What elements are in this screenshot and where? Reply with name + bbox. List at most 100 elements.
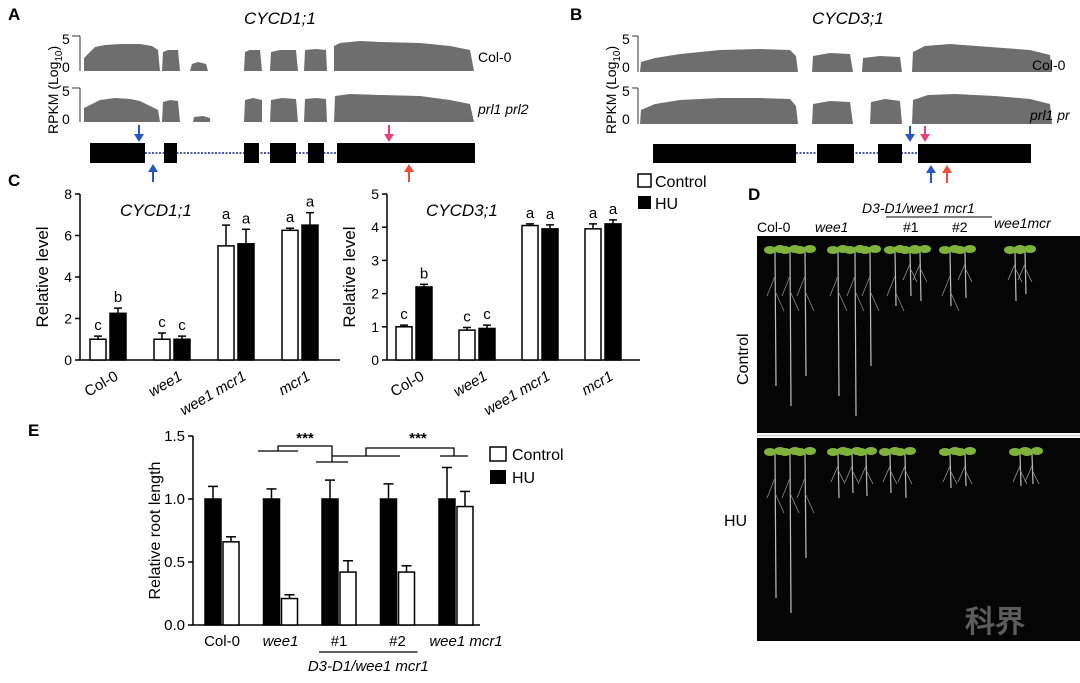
legend-e-hu-swatch (490, 470, 506, 484)
significance-stars: *** (296, 430, 314, 447)
bar (521, 224, 539, 361)
cotyledon (794, 246, 806, 254)
lateral-root (894, 290, 905, 312)
bar (204, 498, 222, 626)
y-tick-label: 4 (64, 269, 72, 285)
lateral-root (789, 492, 800, 514)
lateral-root (912, 263, 921, 281)
legend-control-label: Control (655, 174, 707, 191)
root (774, 251, 777, 387)
root (964, 251, 967, 299)
lateral-root (865, 469, 874, 485)
lateral-root (1007, 263, 1016, 281)
panel-d-row-hu: HU (724, 513, 747, 530)
x-tick-label: Col-0 (388, 368, 428, 401)
panel-b-exon (653, 144, 796, 163)
cotyledon (899, 246, 911, 254)
lateral-root (766, 477, 776, 499)
cotyledon (1004, 246, 1016, 254)
significance-bracket (365, 447, 455, 456)
lateral-root (804, 290, 815, 312)
panel-d-col-line1: #1 (903, 219, 919, 235)
lateral-root (869, 290, 880, 312)
root (949, 251, 952, 307)
lateral-root (1019, 469, 1028, 485)
lateral-root (1031, 469, 1040, 485)
panel-b-track2-ymax: 5 (622, 83, 630, 99)
bar (478, 327, 496, 361)
y-axis-title: Relative level (33, 226, 52, 327)
panel-b-ylabel-sub: 10 (612, 50, 623, 62)
x-tick-label: wee1 mcr1 (481, 368, 553, 419)
panel-b-red-arrow-up (942, 165, 952, 183)
lateral-root (837, 290, 848, 312)
y-tick-label: 4 (371, 219, 379, 235)
lateral-root (909, 267, 918, 283)
bar (604, 223, 622, 361)
bar (397, 571, 416, 626)
lateral-root (1014, 267, 1023, 283)
cotyledon (794, 448, 806, 456)
panel-b-track2-ymin: 0 (622, 111, 630, 127)
significance-letter: b (114, 289, 122, 306)
bar (262, 498, 281, 626)
lateral-root (1024, 267, 1033, 283)
seedling-photo: 科界 (757, 236, 1080, 641)
significance-letter: c (483, 306, 491, 323)
cotyledon (779, 448, 791, 456)
y-tick-label: 1 (371, 319, 379, 335)
cotyledon (1009, 448, 1021, 456)
bar (339, 571, 357, 626)
cotyledon (855, 448, 867, 456)
lateral-root (1017, 263, 1026, 281)
panel-b-track1-ymax: 5 (622, 31, 630, 47)
significance-letter: a (222, 206, 231, 223)
lateral-root (766, 275, 776, 297)
significance-letter: a (242, 210, 251, 227)
lateral-root (789, 290, 800, 312)
bar (415, 286, 433, 361)
bar (301, 224, 319, 361)
panel-a-blue-arrow-down (134, 125, 144, 142)
lateral-root (796, 275, 806, 297)
chart-title: CYCD3;1 (426, 201, 498, 220)
y-tick-label: 8 (64, 186, 72, 202)
legend-e-hu-label: HU (512, 470, 535, 487)
panel-b-gene-model (653, 126, 1031, 183)
cotyledon (865, 447, 877, 455)
x-tick-label: #2 (389, 633, 406, 650)
panel-d-col-line2: #2 (952, 219, 968, 235)
bar (173, 338, 191, 361)
cotyledon (764, 448, 776, 456)
panel-a-track1-ymax: 5 (62, 31, 70, 47)
cotyledon (954, 246, 966, 254)
seedling-group (764, 245, 1043, 614)
panel-a-exon (244, 143, 259, 163)
x-tick-label: Col-0 (204, 633, 240, 650)
panel-a-exon (164, 143, 177, 163)
panel-a-red-arrow-up (404, 164, 414, 182)
panel-a-blue-arrow-up (148, 164, 158, 182)
panel-b-ylabel-end: ) (603, 46, 619, 51)
cotyledon (879, 448, 891, 456)
legend-control-swatch (637, 173, 652, 188)
cotyledon (827, 246, 839, 254)
significance-letter: a (546, 206, 555, 223)
root (804, 251, 807, 377)
panel-b-track1-name: Col-0 (1032, 57, 1066, 73)
root (919, 251, 922, 302)
significance-letter: c (400, 306, 408, 323)
root (964, 453, 967, 487)
bar (217, 245, 235, 361)
x-tick-label: wee1 (146, 368, 186, 401)
watermark: 科界 (965, 605, 1025, 640)
cotyledon (884, 246, 896, 254)
cotyledon (1024, 245, 1036, 253)
panel-a-track2-ymin: 0 (62, 111, 70, 127)
bar (379, 498, 398, 626)
cotyledon (939, 448, 951, 456)
panel-b-col0-coverage (640, 44, 1052, 72)
panel-d-label: D (748, 185, 760, 204)
